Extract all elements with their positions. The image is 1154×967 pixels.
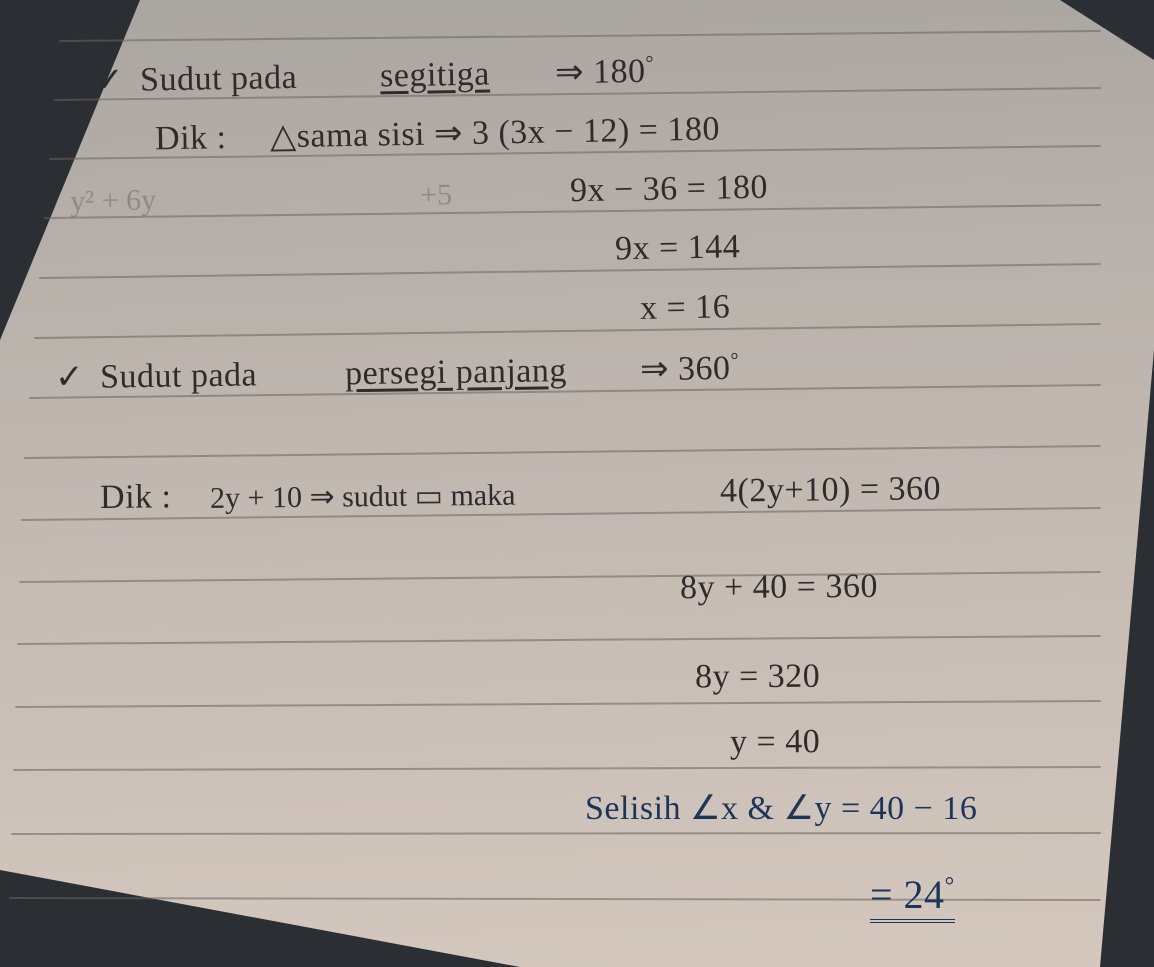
text: 4(2y+10) = 360 [720,470,941,510]
text: ⇒ 180° [555,51,655,93]
text-underline: persegi panjang [345,352,567,393]
text: y = 40 [730,723,820,761]
text: Dik : [100,478,172,517]
text: 8y + 40 = 360 [680,568,878,607]
text: 2y + 10 ⇒ sudut ▭ maka [210,478,516,516]
text: 9x − 36 = 180 [570,169,768,210]
text: ⇒ 360 [640,350,731,388]
line-8: 8y + 40 = 360 [0,552,1154,618]
text: x = 16 [640,288,731,328]
text: ⇒ 360° [640,348,740,389]
text: Sudut pada [140,59,298,100]
text: = 24 [870,872,945,917]
text: 8y = 320 [695,658,820,697]
line-7: Dik : 2y + 10 ⇒ sudut ▭ maka 4(2y+10) = … [0,454,1154,524]
text: △sama sisi ⇒ 3 (3x − 12) = 180 [270,109,720,157]
erased-text: y² + 6y [70,183,157,218]
line-11: Selisih ∠x & ∠y = 40 − 16 [0,776,1154,834]
text: Dik : [155,119,227,158]
degree-symbol: ° [730,349,739,371]
check-icon: ✓ [95,60,124,100]
check-icon: ✓ [55,357,84,397]
line-10: y = 40 [0,708,1154,770]
erased-text: +5 [420,178,453,213]
text: ⇒ 180 [555,53,646,92]
handwriting-layer: ✓ Sudut pada segitiga ⇒ 180° Dik : △sama… [0,0,1154,967]
text: Sudut pada [100,356,258,396]
text: 9x = 144 [615,228,741,268]
handwritten-page: ✓ Sudut pada segitiga ⇒ 180° Dik : △sama… [0,0,1154,967]
text-blue: Selisih ∠x & ∠y = 40 − 16 [585,788,977,828]
text-underline: segitiga [380,56,490,96]
line-12: = 24° [0,866,1154,924]
line-9: 8y = 320 [0,642,1154,706]
degree-symbol: ° [945,874,955,900]
degree-symbol: ° [645,52,654,74]
text-answer: = 24° [870,871,955,918]
